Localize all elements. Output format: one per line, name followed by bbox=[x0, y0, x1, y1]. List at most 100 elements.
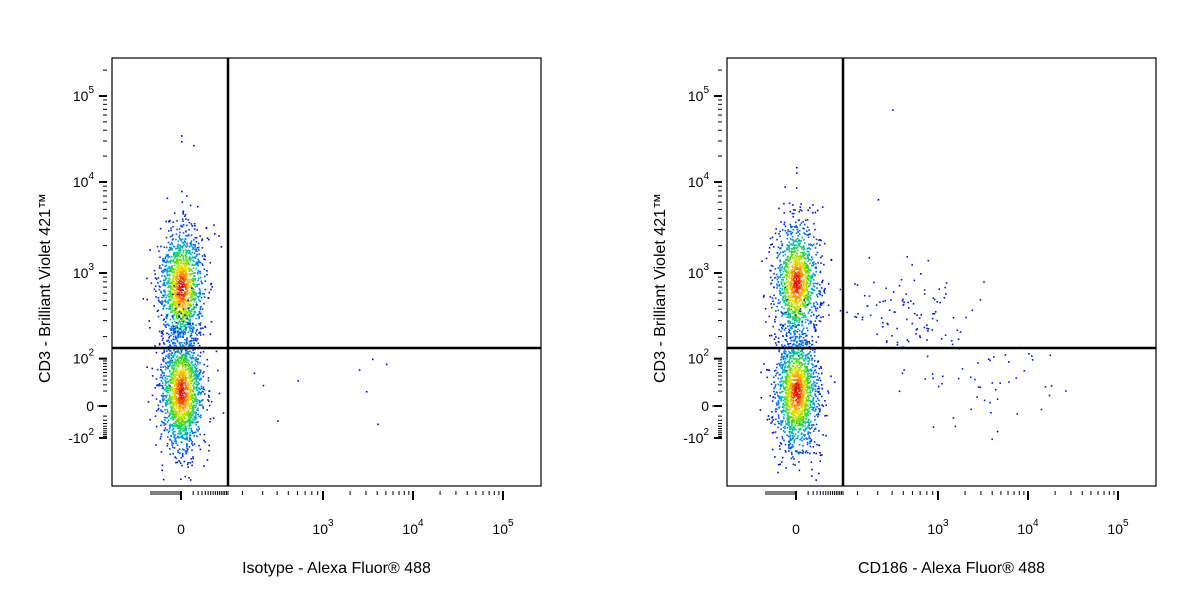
event-dot bbox=[166, 350, 168, 352]
event-dot bbox=[168, 295, 171, 298]
event-dot bbox=[204, 288, 206, 291]
event-dot bbox=[794, 311, 797, 314]
event-dot bbox=[810, 315, 813, 317]
event-dot bbox=[187, 370, 190, 373]
event-dot bbox=[799, 209, 802, 211]
event-dot bbox=[169, 360, 172, 363]
event-dot bbox=[800, 268, 803, 271]
event-dot bbox=[198, 382, 200, 385]
event-dot bbox=[178, 296, 181, 298]
event-dot bbox=[174, 420, 177, 423]
event-dot bbox=[187, 331, 190, 334]
event-dot bbox=[783, 221, 786, 224]
event-dot bbox=[174, 254, 176, 257]
event-dot bbox=[185, 361, 188, 364]
event-dot bbox=[818, 367, 821, 370]
event-dot bbox=[811, 275, 814, 278]
event-dot bbox=[812, 409, 814, 411]
y-tick-label: 103 bbox=[73, 262, 95, 281]
event-dot bbox=[198, 373, 200, 375]
event-dot bbox=[197, 342, 200, 344]
event-dot bbox=[174, 393, 176, 395]
event-dot bbox=[796, 258, 799, 261]
event-dot bbox=[794, 300, 796, 302]
event-dot bbox=[823, 263, 825, 266]
event-dot bbox=[182, 408, 185, 411]
event-dot bbox=[148, 320, 150, 322]
event-dot bbox=[169, 318, 172, 321]
event-dot bbox=[168, 419, 170, 422]
event-dot bbox=[786, 304, 789, 307]
event-dot bbox=[794, 291, 796, 294]
event-dot bbox=[162, 284, 164, 287]
event-dot bbox=[204, 275, 206, 278]
event-dot bbox=[782, 380, 784, 383]
event-dot bbox=[788, 275, 791, 278]
event-dot bbox=[788, 260, 790, 262]
event-dot bbox=[184, 374, 187, 377]
event-dot bbox=[795, 282, 798, 284]
event-dot bbox=[178, 312, 181, 314]
event-dot bbox=[776, 305, 778, 308]
event-dot bbox=[175, 382, 177, 385]
event-dot bbox=[819, 454, 822, 456]
event-dot bbox=[808, 229, 810, 231]
event-dot bbox=[182, 375, 184, 377]
event-dot bbox=[801, 255, 803, 257]
event-dot bbox=[185, 267, 187, 269]
event-dot bbox=[810, 291, 812, 294]
event-dot bbox=[186, 308, 188, 311]
event-dot bbox=[795, 308, 798, 310]
event-dot bbox=[172, 260, 175, 262]
event-dot bbox=[806, 234, 808, 236]
event-dot bbox=[790, 270, 793, 273]
event-dot bbox=[181, 317, 183, 320]
event-dot bbox=[193, 388, 195, 391]
event-dot bbox=[189, 330, 191, 332]
event-dot bbox=[176, 377, 178, 380]
event-dot bbox=[188, 221, 191, 224]
event-dot bbox=[193, 387, 195, 389]
event-dot bbox=[787, 447, 790, 449]
event-dot bbox=[196, 367, 198, 370]
event-dot bbox=[211, 286, 213, 288]
event-dot bbox=[202, 333, 205, 336]
event-dot bbox=[202, 375, 205, 378]
event-dot bbox=[170, 329, 172, 331]
event-dot bbox=[173, 411, 176, 413]
event-dot bbox=[789, 327, 792, 329]
event-dot bbox=[183, 280, 186, 282]
event-dot bbox=[182, 379, 184, 382]
y-tick-label: 104 bbox=[73, 171, 95, 190]
event-dot bbox=[792, 242, 795, 245]
event-dot bbox=[189, 407, 191, 410]
event-dot bbox=[166, 282, 168, 284]
event-dot bbox=[787, 230, 789, 233]
event-dot bbox=[203, 371, 205, 373]
event-dot bbox=[155, 444, 157, 446]
event-dot bbox=[813, 305, 815, 308]
event-dot bbox=[178, 398, 180, 401]
event-dot bbox=[799, 318, 801, 320]
event-dot bbox=[810, 440, 813, 442]
event-dot bbox=[773, 318, 776, 321]
event-dot bbox=[190, 281, 192, 283]
event-dot bbox=[203, 388, 206, 391]
event-dot bbox=[818, 444, 820, 447]
event-dot bbox=[809, 302, 812, 305]
event-dot bbox=[189, 339, 192, 342]
event-dot bbox=[165, 382, 167, 385]
event-dot bbox=[802, 327, 805, 330]
event-dot bbox=[188, 286, 190, 289]
event-dot bbox=[176, 293, 179, 296]
event-dot bbox=[798, 279, 800, 282]
event-dot bbox=[177, 287, 180, 290]
event-dot bbox=[198, 253, 200, 255]
event-dot bbox=[165, 307, 168, 310]
event-dot bbox=[196, 435, 198, 437]
event-dot bbox=[807, 293, 809, 295]
event-dot bbox=[196, 253, 198, 256]
event-dot bbox=[177, 372, 179, 375]
event-dot bbox=[176, 415, 178, 418]
event-dot bbox=[190, 414, 193, 416]
